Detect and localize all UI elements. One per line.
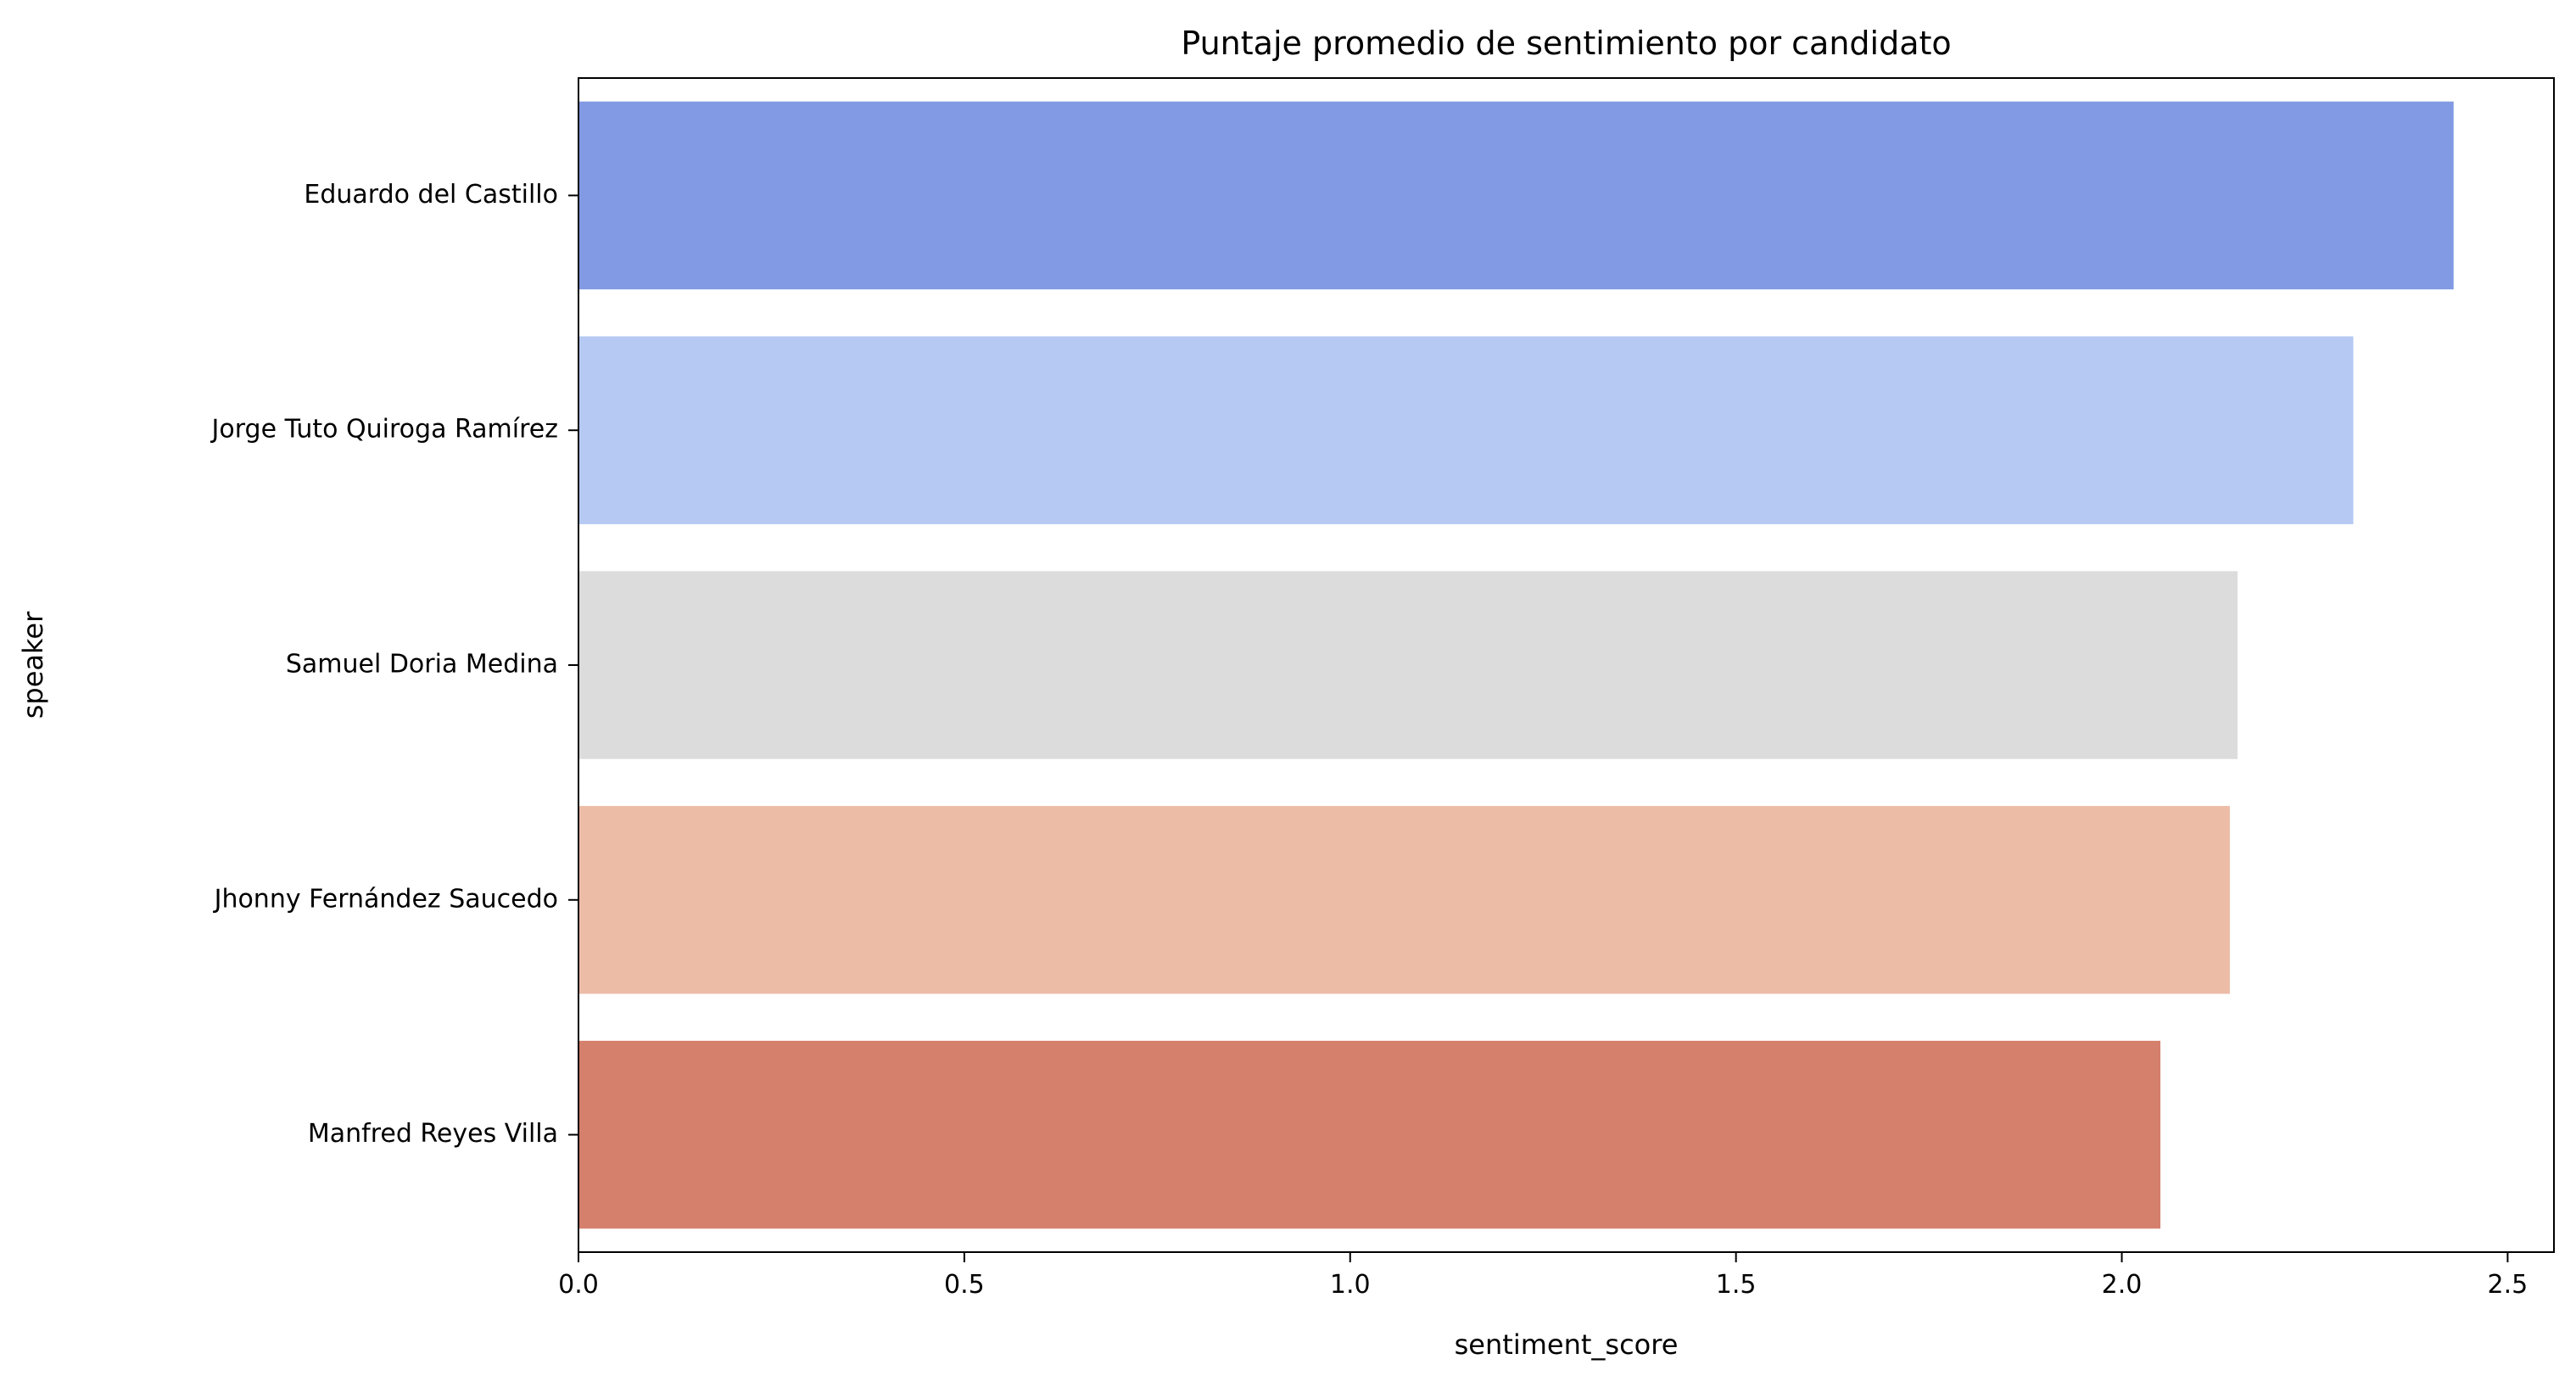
x-ticks: 0.0 0.5 1.0 1.5 2.0 2.5 xyxy=(558,1252,2528,1300)
x-tick-label: 0.0 xyxy=(558,1270,599,1300)
category-label: Samuel Doria Medina xyxy=(286,650,558,680)
bar-2 xyxy=(578,336,2354,524)
x-tick-label: 2.0 xyxy=(2102,1270,2143,1300)
category-label: Jhonny Fernández Saucedo xyxy=(213,884,558,914)
x-tick-label: 1.5 xyxy=(1716,1270,1757,1300)
x-axis-title: sentiment_score xyxy=(1455,1328,1679,1361)
x-tick-label: 1.0 xyxy=(1330,1270,1371,1300)
bar-3 xyxy=(578,571,2238,759)
plot-frame xyxy=(578,77,2555,1253)
bar-4 xyxy=(578,806,2230,994)
x-tick-label: 2.5 xyxy=(2488,1270,2529,1300)
chart-title: Puntaje promedio de sentimiento por cand… xyxy=(1181,25,1951,62)
category-label: Jorge Tuto Quiroga Ramírez xyxy=(210,415,558,445)
y-axis-title: speaker xyxy=(17,611,49,719)
category-labels: Eduardo del Castillo Jorge Tuto Quiroga R… xyxy=(210,180,578,1149)
category-label: Eduardo del Castillo xyxy=(304,180,558,210)
x-tick-label: 0.5 xyxy=(944,1270,985,1300)
bars-group xyxy=(578,101,2454,1229)
bar-1 xyxy=(578,101,2454,290)
category-label: Manfred Reyes Villa xyxy=(308,1119,558,1149)
bar-5 xyxy=(578,1040,2161,1229)
